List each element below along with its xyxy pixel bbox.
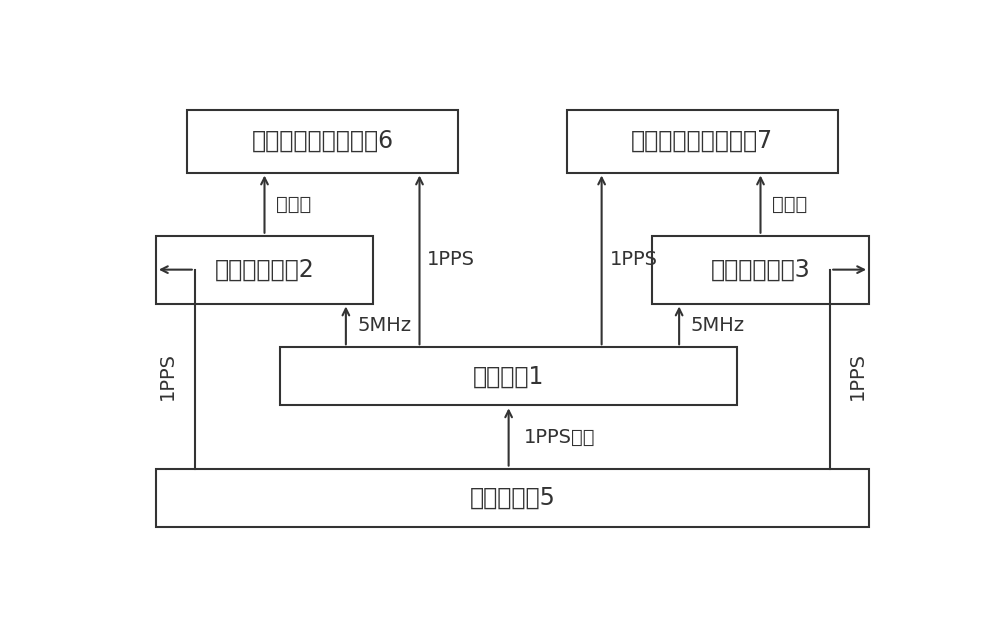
Text: 时间间隔测量计数器6: 时间间隔测量计数器6	[252, 129, 394, 153]
Bar	[280, 347, 737, 406]
Text: 1PPS同步: 1PPS同步	[524, 428, 596, 447]
Text: 第二调整装置3: 第二调整装置3	[711, 258, 810, 282]
Text: 第一调整装置2: 第一调整装置2	[215, 258, 314, 282]
Text: 1PPS: 1PPS	[609, 251, 657, 270]
Text: 共视接收机5: 共视接收机5	[470, 486, 555, 510]
Text: 1PPS: 1PPS	[158, 352, 177, 400]
Bar	[156, 236, 373, 304]
Text: 氢原子钟1: 氢原子钟1	[473, 364, 544, 388]
Text: 1PPS: 1PPS	[427, 251, 475, 270]
Text: 调整后: 调整后	[772, 195, 807, 214]
Bar	[567, 110, 838, 173]
Text: 调整后: 调整后	[276, 195, 311, 214]
Text: 时间间隔测量计数器7: 时间间隔测量计数器7	[631, 129, 773, 153]
Text: 5MHz: 5MHz	[691, 316, 745, 335]
Text: 5MHz: 5MHz	[358, 316, 412, 335]
Bar	[652, 236, 869, 304]
Bar	[187, 110, 458, 173]
Text: 1PPS: 1PPS	[848, 352, 867, 400]
Bar	[156, 469, 869, 527]
